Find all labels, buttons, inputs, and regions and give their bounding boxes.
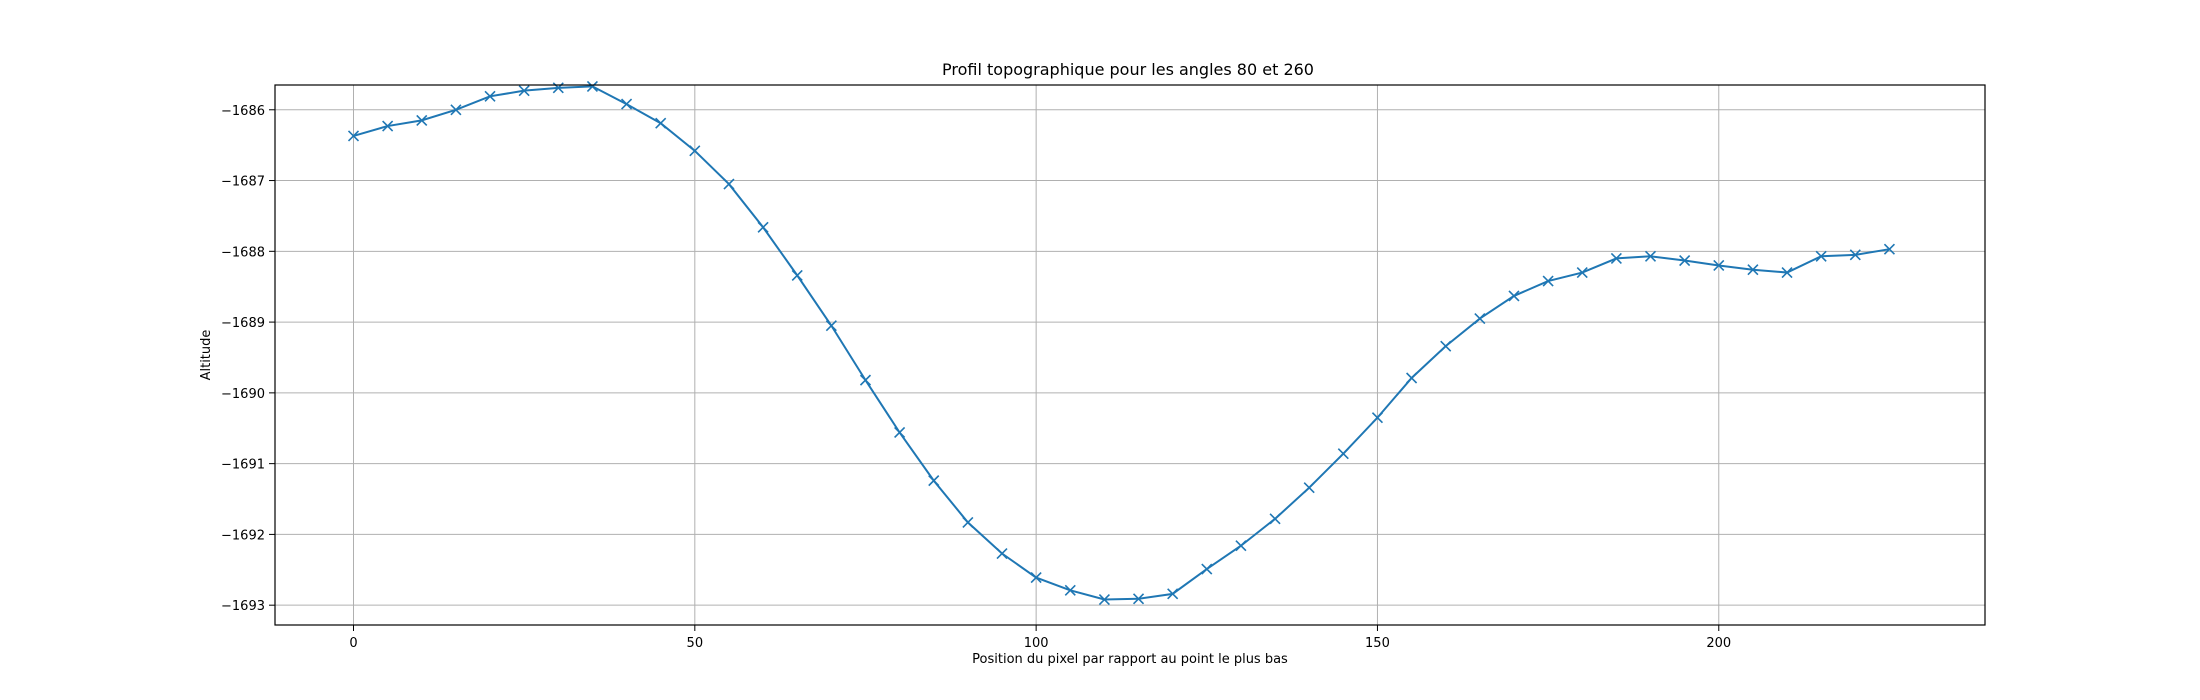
data-point-marker <box>1269 513 1281 525</box>
data-point-marker <box>1337 448 1349 460</box>
y-tick-label: −1687 <box>221 175 265 190</box>
data-point-marker <box>894 426 906 439</box>
data-point-marker <box>382 120 394 132</box>
data-point-marker <box>620 98 633 110</box>
data-point-marker <box>1406 372 1418 384</box>
data-point-marker <box>1132 593 1145 605</box>
y-tick-label: −1692 <box>221 528 265 543</box>
data-point-marker <box>962 516 974 528</box>
data-point-marker <box>1815 250 1827 262</box>
data-point-marker <box>791 269 803 281</box>
data-point-marker <box>1713 259 1725 272</box>
data-point-marker <box>450 104 462 116</box>
y-tick-label: −1686 <box>221 104 265 119</box>
data-point-marker <box>1371 412 1384 424</box>
data-point-marker <box>1303 482 1315 494</box>
y-tick-label: −1689 <box>221 316 265 331</box>
series-line <box>353 85 1890 601</box>
data-point-marker <box>1781 266 1793 279</box>
data-point-marker <box>1201 563 1213 575</box>
data-point-marker <box>1440 340 1452 352</box>
data-point-marker <box>928 475 940 487</box>
data-point-marker <box>1849 249 1861 261</box>
x-tick-label: 0 <box>349 636 357 651</box>
data-point-marker <box>1576 266 1588 279</box>
data-point-marker <box>1064 584 1076 596</box>
data-point-marker <box>757 221 769 233</box>
data-point-marker <box>723 178 735 190</box>
data-point-marker <box>996 547 1008 560</box>
data-point-marker <box>1644 250 1657 262</box>
data-point-marker <box>1610 252 1622 264</box>
data-point-marker <box>1030 572 1042 584</box>
data-point-marker <box>484 90 496 102</box>
data-point-marker <box>1883 243 1895 255</box>
data-point-marker <box>416 114 428 126</box>
data-point-marker <box>1747 264 1759 276</box>
x-tick-label: 100 <box>1024 636 1049 651</box>
data-point-marker <box>825 320 837 332</box>
y-axis-label: Altitude <box>199 330 214 381</box>
x-axis-label: Position du pixel par rapport au point l… <box>972 652 1288 667</box>
data-point-marker <box>689 145 701 157</box>
x-tick-label: 150 <box>1365 636 1390 651</box>
x-tick-label: 200 <box>1706 636 1731 651</box>
data-point-marker <box>859 374 872 386</box>
y-tick-label: −1691 <box>221 458 265 473</box>
chart-title: Profil topographique pour les angles 80 … <box>942 60 1314 79</box>
plot-frame <box>274 84 1986 626</box>
data-point-marker <box>1098 593 1110 606</box>
axis-ticks: 0 50 100 150 200 −1686 −1687 −1688 −1689 −1690 −16… <box>221 104 1731 651</box>
y-tick-label: −1690 <box>221 387 265 402</box>
data-point-marker <box>347 130 360 142</box>
grid-lines <box>275 85 1985 625</box>
data-point-marker <box>1542 275 1554 287</box>
data-point-marker <box>1474 312 1486 325</box>
data-point-marker <box>1508 290 1520 302</box>
x-tick-label: 50 <box>687 636 704 651</box>
data-point-marker <box>1235 540 1247 552</box>
data-point-marker <box>586 80 598 92</box>
data-point-marker <box>518 85 530 97</box>
y-tick-label: −1688 <box>221 245 265 260</box>
data-point-marker <box>655 117 667 129</box>
data-series <box>347 80 1895 606</box>
data-point-marker <box>1167 588 1179 600</box>
y-tick-label: −1693 <box>221 599 265 614</box>
data-point-marker <box>1679 254 1691 267</box>
